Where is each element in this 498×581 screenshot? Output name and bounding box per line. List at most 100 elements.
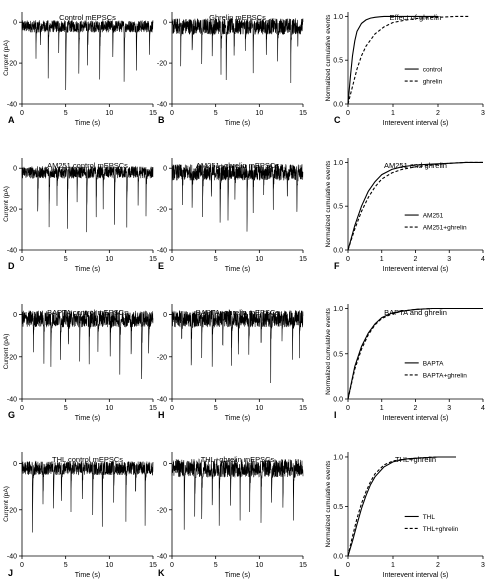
panel-l: 0 1 2 3 0.0 0.5 1.0 THL+ghrelin Interevent inter… — [325, 452, 485, 579]
x-tick-label: 5 — [64, 256, 68, 263]
panel-g: 0 5 10 15 0 -20 -40 BAPTA control mEPSCs Time (s… — [3, 304, 157, 422]
x-tick-label: 5 — [64, 110, 68, 117]
y-tick-label: 0.0 — [333, 248, 343, 255]
x-tick-label: 0 — [170, 405, 174, 412]
y-tick-label: -20 — [157, 354, 167, 361]
x-tick-label: 5 — [64, 405, 68, 412]
x-tick-label: 15 — [299, 562, 307, 569]
chart-title: BAPTA+ghrelin mEPSCs — [196, 308, 280, 317]
x-tick-label: 1 — [380, 256, 384, 263]
y-tick-label: -20 — [157, 61, 167, 68]
x-tick-label: 0 — [346, 110, 350, 117]
panel-letter: B — [158, 115, 165, 125]
x-tick-label: 0 — [20, 110, 24, 117]
x-tick-label: 0 — [20, 256, 24, 263]
x-axis-label: Interevent interval (s) — [383, 120, 449, 127]
current-trace — [171, 163, 304, 232]
y-tick-label: -40 — [7, 397, 17, 404]
x-tick-label: 0 — [346, 256, 350, 263]
x-axis-label: Time (s) — [225, 266, 250, 273]
chart-title: Ghrelin mEPSCs — [209, 13, 266, 22]
legend-label: AM251 — [423, 213, 444, 220]
panel-letter: F — [334, 261, 340, 271]
panel-letter: G — [8, 410, 15, 420]
legend-label: ghrelin — [423, 79, 443, 86]
x-tick-label: 5 — [64, 562, 68, 569]
y-tick-label: 1.0 — [333, 454, 343, 461]
y-axis-label: Normalized cumulative events — [325, 160, 332, 247]
x-tick-label: 0 — [346, 405, 350, 412]
series-line — [347, 456, 456, 557]
y-tick-label: 0.5 — [333, 351, 343, 358]
y-axis-label: Current (pA) — [3, 40, 10, 76]
panel-letter: K — [158, 568, 165, 578]
y-tick-label: 0.0 — [333, 102, 343, 109]
x-tick-label: 2 — [436, 110, 440, 117]
y-tick-label: -20 — [7, 507, 17, 514]
x-tick-label: 3 — [447, 405, 451, 412]
x-tick-label: 10 — [105, 110, 113, 117]
x-tick-label: 10 — [255, 562, 263, 569]
y-tick-label: -40 — [7, 248, 17, 255]
x-tick-label: 0 — [170, 256, 174, 263]
y-tick-label: -20 — [7, 61, 17, 68]
x-tick-label: 0 — [170, 562, 174, 569]
y-axis-label: Current (pA) — [3, 486, 10, 522]
panel-letter: L — [334, 568, 340, 578]
y-tick-label: -20 — [157, 207, 167, 214]
y-tick-label: 0 — [163, 166, 167, 173]
current-trace — [171, 458, 304, 530]
x-tick-label: 0 — [20, 562, 24, 569]
x-axis-label: Interevent interval (s) — [383, 572, 449, 579]
panel-k: 0 5 10 15 0 -20 -40 THL+ghrelin mEPSCs Time (s) K — [157, 452, 307, 579]
panel-letter: J — [8, 568, 13, 578]
x-tick-label: 10 — [105, 562, 113, 569]
x-tick-label: 3 — [481, 110, 485, 117]
y-axis-label: Normalized cumulative events — [325, 14, 332, 101]
y-axis-label: Normalized cumulative events — [325, 460, 332, 547]
x-axis-label: Time (s) — [225, 572, 250, 579]
panel-e: 0 5 10 15 0 -20 -40 AM251+ghrelin mEPSCs Time (s… — [157, 158, 307, 273]
y-tick-label: 1.0 — [333, 306, 343, 313]
x-axis-label: Interevent interval (s) — [383, 415, 449, 422]
x-axis-label: Interevent interval (s) — [383, 266, 449, 273]
chart-title: THL+ghrelin — [395, 455, 436, 464]
legend-label: THL+ghrelin — [423, 526, 459, 533]
y-tick-label: 0.5 — [333, 504, 343, 511]
x-tick-label: 2 — [414, 256, 418, 263]
series-line — [347, 15, 438, 105]
y-tick-label: 0 — [13, 166, 17, 173]
chart-title: Effect of ghrelin — [390, 13, 442, 22]
series-line — [347, 307, 483, 400]
x-tick-label: 2 — [414, 405, 418, 412]
panel-i: 0 1 2 3 4 0.0 0.5 1.0 BAPTA and ghrelin Intereven… — [325, 304, 485, 422]
panel-letter: I — [334, 410, 337, 420]
panel-letter: E — [158, 261, 164, 271]
x-tick-label: 15 — [149, 405, 157, 412]
x-tick-label: 10 — [105, 405, 113, 412]
y-tick-label: -40 — [7, 554, 17, 561]
y-tick-label: -40 — [157, 248, 167, 255]
y-tick-label: -40 — [157, 102, 167, 109]
chart-title: THL control mEPSCs — [52, 455, 123, 464]
y-tick-label: 0.5 — [333, 58, 343, 65]
x-axis-label: Time (s) — [225, 120, 250, 127]
x-axis-label: Time (s) — [75, 415, 100, 422]
x-tick-label: 5 — [214, 110, 218, 117]
x-tick-label: 1 — [391, 110, 395, 117]
x-axis-label: Time (s) — [75, 266, 100, 273]
series-line — [347, 161, 483, 251]
chart-title: BAPTA and ghrelin — [384, 308, 447, 317]
series-line — [347, 307, 483, 400]
y-axis-label: Current (pA) — [3, 334, 10, 370]
series-line — [347, 456, 456, 557]
y-tick-label: -20 — [157, 507, 167, 514]
x-axis-label: Time (s) — [225, 415, 250, 422]
x-tick-label: 0 — [346, 562, 350, 569]
panel-c: 0 1 2 3 0.0 0.5 1.0 Effect of ghrelin Interevent… — [325, 12, 485, 127]
panel-a: 0 5 10 15 0 -20 -40 Control mEPSCs Time (s) Curre… — [3, 12, 157, 127]
panel-letter: C — [334, 115, 341, 125]
legend-label: control — [423, 67, 443, 74]
legend-label: BAPTA — [423, 360, 444, 367]
